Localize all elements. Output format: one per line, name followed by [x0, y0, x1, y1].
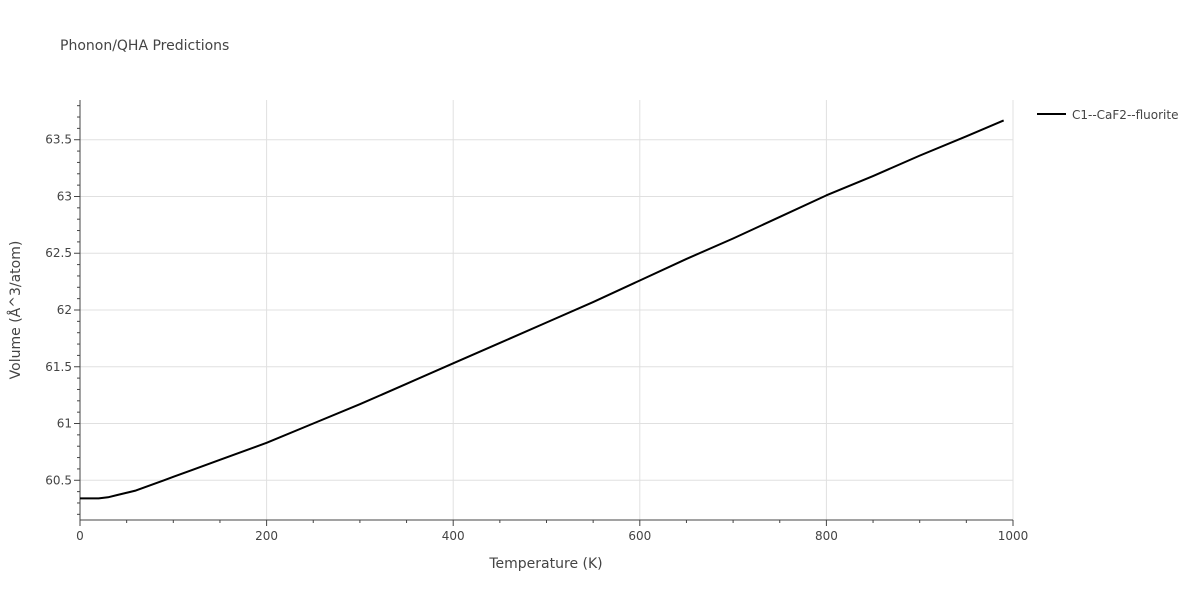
series-line — [80, 119, 1005, 500]
legend[interactable]: C1--CaF2--fluorite — [1037, 108, 1178, 122]
y-tick-label: 62.5 — [45, 246, 72, 260]
x-tick-label: 1000 — [998, 529, 1029, 543]
axes-layer: 0 200 400 600 800 1000 60.5 61 61.5 62 62.5 63 63.5 — [45, 100, 1028, 543]
y-tick-label: 63.5 — [45, 133, 72, 147]
y-tick-label: 63 — [57, 189, 72, 203]
x-tick-label: 600 — [628, 529, 651, 543]
grid-layer — [80, 100, 1014, 520]
x-axis-label: Temperature (K) — [488, 556, 602, 572]
chart-title: Phonon/QHA Predictions — [60, 38, 229, 54]
y-tick-label: 60.5 — [45, 473, 72, 487]
y-axis-label: Volume (Å^3/atom) — [7, 241, 24, 380]
x-tick-label: 200 — [255, 529, 278, 543]
y-tick-label: 61 — [57, 417, 72, 431]
y-tick-label: 61.5 — [45, 360, 72, 374]
legend-label: C1--CaF2--fluorite — [1072, 108, 1178, 122]
series-layer — [80, 119, 1005, 500]
y-tick-label: 62 — [57, 303, 72, 317]
x-tick-label: 0 — [76, 529, 84, 543]
x-tick-label: 800 — [815, 529, 838, 543]
x-tick-label: 400 — [442, 529, 465, 543]
